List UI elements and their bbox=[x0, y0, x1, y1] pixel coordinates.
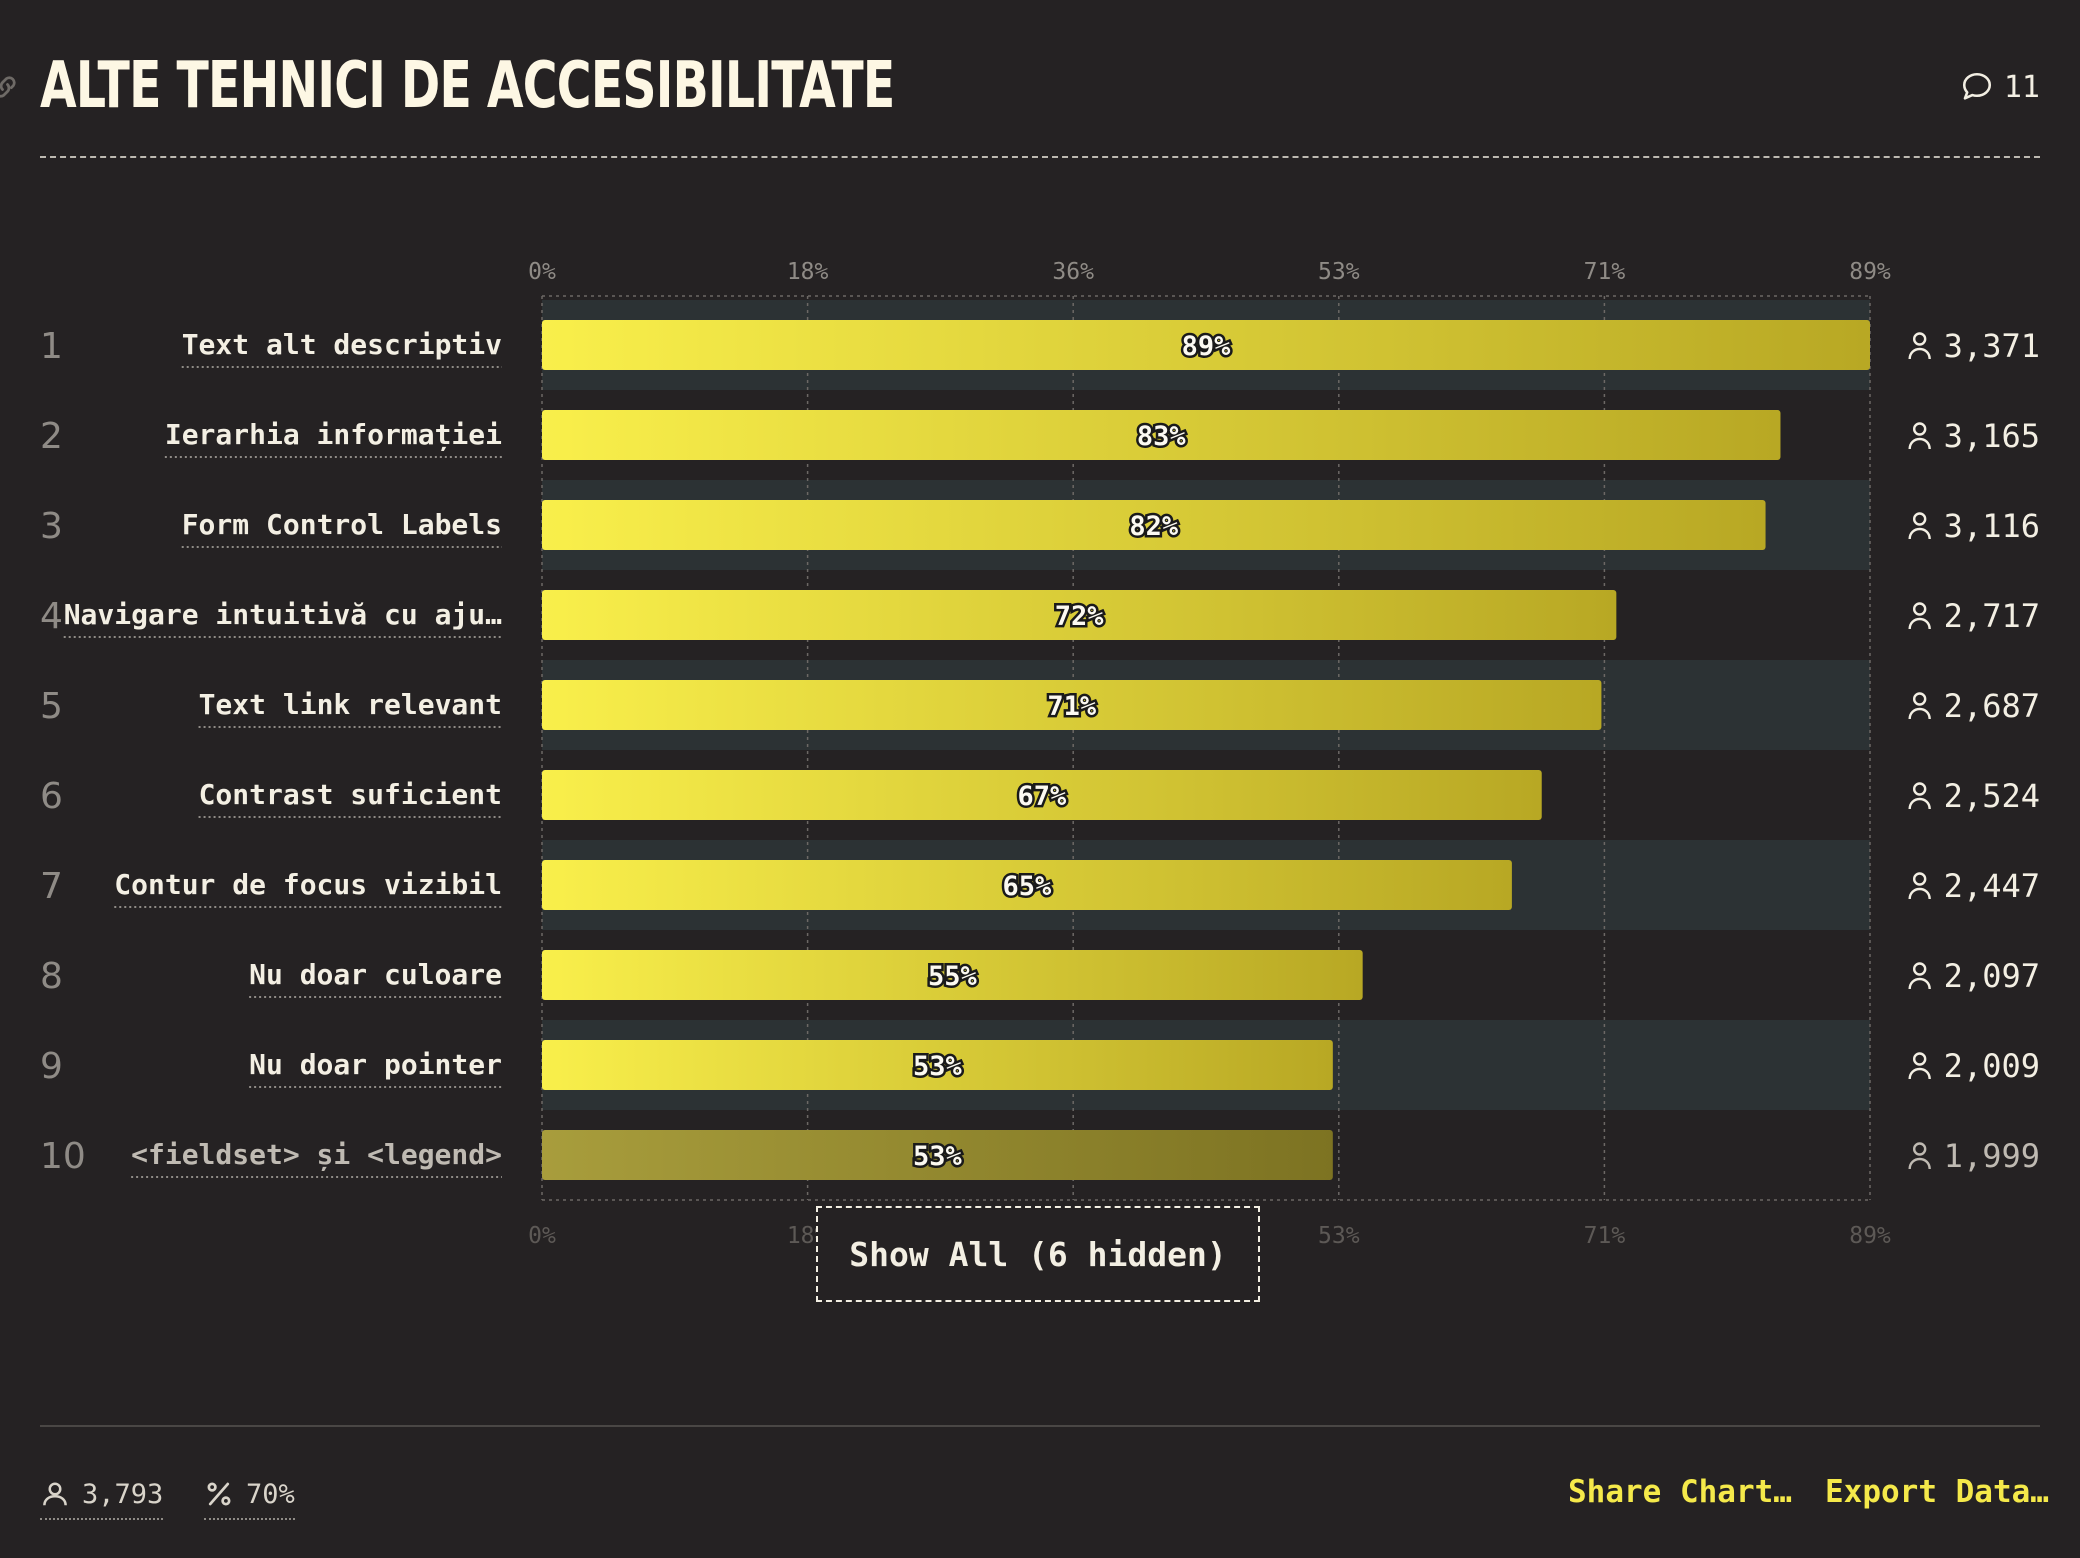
user-icon bbox=[1908, 512, 1931, 540]
category-label[interactable]: <fieldset> și <legend> bbox=[131, 1138, 502, 1171]
user-icon bbox=[1908, 422, 1931, 450]
percent-value: 70% bbox=[246, 1478, 295, 1510]
bar-value-label: 53% bbox=[913, 1051, 963, 1082]
respondent-count: 2,009 bbox=[1944, 1047, 2040, 1085]
user-icon bbox=[1908, 602, 1931, 630]
rank-number: 6 bbox=[40, 776, 63, 817]
percent-icon bbox=[207, 1482, 231, 1506]
comments-button[interactable]: 11 bbox=[1960, 64, 2040, 110]
bar-value-label: 67% bbox=[1017, 781, 1067, 812]
respondent-count: 3,165 bbox=[1944, 417, 2040, 455]
user-icon bbox=[1908, 782, 1931, 810]
user-icon bbox=[1908, 692, 1931, 720]
page-title: ALTE TEHNICI DE ACCESIBILITATE bbox=[40, 49, 895, 123]
category-label[interactable]: Form Control Labels bbox=[182, 508, 502, 541]
share-chart-link[interactable]: Share Chart… bbox=[1568, 1474, 1792, 1510]
x-tick-label: 0% bbox=[528, 259, 556, 285]
bar[interactable] bbox=[542, 410, 1781, 460]
rank-number: 3 bbox=[40, 506, 63, 547]
rank-number: 7 bbox=[40, 866, 63, 907]
bar[interactable] bbox=[542, 680, 1602, 730]
link-icon[interactable] bbox=[0, 72, 20, 102]
category-label[interactable]: Text link relevant bbox=[199, 688, 502, 721]
bar[interactable] bbox=[542, 590, 1617, 640]
header-divider bbox=[40, 156, 2040, 158]
user-icon bbox=[1908, 1142, 1931, 1170]
x-tick-label: 89% bbox=[1849, 1223, 1891, 1249]
bar[interactable] bbox=[542, 500, 1766, 550]
comment-icon bbox=[1962, 72, 1991, 100]
respondent-count: 2,097 bbox=[1944, 957, 2040, 995]
comment-count: 11 bbox=[2003, 69, 2040, 105]
respondents-stat[interactable]: 3,793 bbox=[40, 1472, 164, 1520]
user-icon bbox=[1908, 962, 1931, 990]
respondent-count: 2,687 bbox=[1944, 687, 2040, 725]
rank-number: 5 bbox=[40, 686, 63, 727]
bar-value-label: 83% bbox=[1137, 421, 1187, 452]
respondents-count: 3,793 bbox=[82, 1478, 164, 1510]
x-tick-label: 71% bbox=[1584, 1223, 1626, 1249]
respondent-count: 2,717 bbox=[1944, 597, 2040, 635]
bar[interactable] bbox=[542, 950, 1363, 1000]
x-tick-label: 18% bbox=[787, 259, 829, 285]
rank-number: 2 bbox=[40, 416, 63, 457]
category-label[interactable]: Contur de focus vizibil bbox=[114, 868, 502, 901]
bar-value-label: 53% bbox=[913, 1141, 963, 1172]
x-tick-label: 36% bbox=[1052, 259, 1094, 285]
respondent-count: 2,447 bbox=[1944, 867, 2040, 905]
rank-number: 4 bbox=[40, 596, 63, 637]
bar-value-label: 89% bbox=[1182, 331, 1232, 362]
category-label[interactable]: Ierarhia informației bbox=[165, 418, 502, 451]
rank-number: 9 bbox=[40, 1046, 63, 1087]
bar[interactable] bbox=[542, 770, 1542, 820]
category-label[interactable]: Contrast suficient bbox=[199, 778, 502, 811]
respondent-count: 2,524 bbox=[1944, 777, 2040, 815]
bar-value-label: 65% bbox=[1003, 871, 1053, 902]
bar-value-label: 82% bbox=[1129, 511, 1179, 542]
bar[interactable] bbox=[542, 320, 1870, 370]
rank-number: 10 bbox=[40, 1136, 86, 1177]
respondent-count: 1,999 bbox=[1944, 1137, 2040, 1175]
rank-number: 1 bbox=[40, 326, 63, 367]
x-tick-label: 53% bbox=[1318, 259, 1360, 285]
category-label[interactable]: Text alt descriptiv bbox=[182, 328, 502, 361]
user-icon bbox=[1908, 1052, 1931, 1080]
category-label[interactable]: Navigare intuitivă cu aju… bbox=[64, 598, 502, 631]
rank-number: 8 bbox=[40, 956, 63, 997]
bar-value-label: 71% bbox=[1047, 691, 1097, 722]
bar[interactable] bbox=[542, 1130, 1333, 1180]
category-label[interactable]: Nu doar pointer bbox=[249, 1048, 502, 1081]
footer-divider bbox=[40, 1425, 2040, 1427]
percent-stat[interactable]: 70% bbox=[204, 1472, 295, 1520]
x-tick-label: 53% bbox=[1318, 1223, 1360, 1249]
user-icon bbox=[43, 1482, 67, 1506]
bar-value-label: 72% bbox=[1055, 601, 1105, 632]
x-tick-label: 89% bbox=[1849, 259, 1891, 285]
user-icon bbox=[1908, 872, 1931, 900]
respondent-count: 3,116 bbox=[1944, 507, 2040, 545]
export-data-link[interactable]: Export Data… bbox=[1825, 1474, 2049, 1510]
category-label[interactable]: Nu doar culoare bbox=[249, 958, 502, 991]
bar[interactable] bbox=[542, 860, 1512, 910]
show-all-button[interactable]: Show All (6 hidden) bbox=[816, 1206, 1260, 1302]
user-icon bbox=[1908, 332, 1931, 360]
bar[interactable] bbox=[542, 1040, 1333, 1090]
x-tick-label: 71% bbox=[1584, 259, 1626, 285]
respondent-count: 3,371 bbox=[1944, 327, 2040, 365]
bar-value-label: 55% bbox=[928, 961, 978, 992]
bar-chart: 0%0%18%18%36%36%53%53%71%71%89%89% 89%1T… bbox=[40, 259, 2040, 1249]
x-tick-label: 0% bbox=[528, 1223, 556, 1249]
